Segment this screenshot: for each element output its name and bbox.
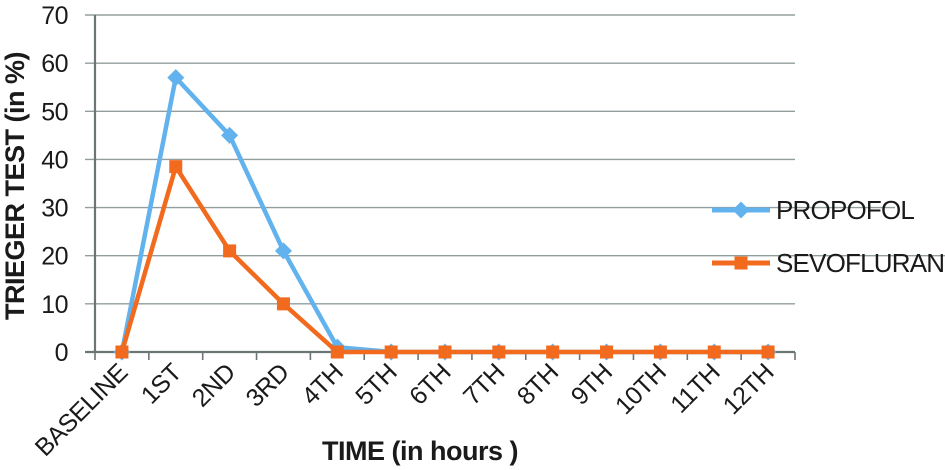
x-tick-label: 9TH <box>566 358 618 410</box>
legend-entry-sevoflurane: SEVOFLURANE <box>712 248 945 278</box>
series-propofol <box>113 69 777 361</box>
legend-marker-sevoflurane <box>734 256 748 270</box>
x-tick-label: 11TH <box>665 358 725 418</box>
data-point-marker <box>492 345 506 359</box>
data-point-marker <box>384 345 398 359</box>
y-tick-label: 50 <box>41 98 68 126</box>
data-point-marker <box>330 345 344 359</box>
data-point-marker <box>115 345 129 359</box>
data-point-marker <box>438 345 452 359</box>
legend-label-sevoflurane: SEVOFLURANE <box>776 248 945 278</box>
x-tick-label: 2ND <box>187 358 241 412</box>
legend: PROPOFOL SEVOFLURANE <box>712 195 945 278</box>
y-tick-label: 60 <box>41 50 68 78</box>
data-point-marker <box>223 244 237 258</box>
data-point-marker <box>167 69 185 87</box>
data-point-marker <box>761 345 775 359</box>
y-tick-label: 70 <box>41 2 68 30</box>
x-tick-label: BASELINE <box>30 358 133 461</box>
y-axis-tick-labels: 0 10 20 30 40 50 60 70 <box>41 2 68 367</box>
legend-marker-propofol <box>732 201 750 219</box>
x-tick-label: 8TH <box>512 358 564 410</box>
x-tick-label: 12TH <box>718 358 780 420</box>
legend-entry-propofol: PROPOFOL <box>712 195 915 225</box>
data-point-marker <box>600 345 614 359</box>
data-point-marker <box>221 126 239 144</box>
x-tick-label: 3RD <box>241 358 295 412</box>
x-axis-title: TIME (in hours ) <box>322 436 518 466</box>
data-point-marker <box>653 345 667 359</box>
series-sevoflurane <box>115 160 775 359</box>
legend-label-propofol: PROPOFOL <box>776 195 914 225</box>
y-tick-label: 0 <box>55 339 68 367</box>
y-tick-label: 40 <box>41 146 68 174</box>
data-point-marker <box>169 160 183 174</box>
series-line-sevoflurane <box>119 164 771 355</box>
data-point-marker <box>546 345 560 359</box>
series-line-propofol <box>119 75 771 355</box>
y-tick-label: 10 <box>41 291 68 319</box>
x-tick-label: 4TH <box>296 358 348 410</box>
x-tick-label: 10TH <box>610 358 672 420</box>
y-axis-title: TRIEGER TEST (in %) <box>0 52 30 320</box>
y-tick-label: 30 <box>41 195 68 223</box>
y-tick-label: 20 <box>41 243 68 271</box>
x-tick-label: 6TH <box>404 358 456 410</box>
data-point-marker <box>276 297 290 311</box>
data-point-marker <box>274 242 292 260</box>
data-point-marker <box>707 345 721 359</box>
data-series <box>113 69 777 361</box>
x-tick-label: 1ST <box>136 358 187 409</box>
x-tick-label: 7TH <box>458 358 510 410</box>
x-tick-label: 5TH <box>350 358 402 410</box>
